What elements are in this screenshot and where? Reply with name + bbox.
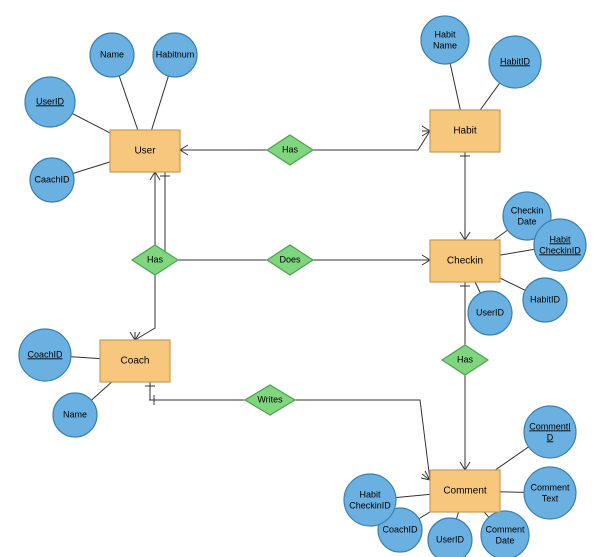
svg-text:Name: Name — [63, 409, 87, 419]
svg-text:CommentI: CommentI — [529, 421, 571, 431]
entity-label-coach: Coach — [121, 356, 150, 367]
svg-text:Habitnum: Habitnum — [156, 49, 195, 59]
svg-text:Name: Name — [100, 49, 124, 59]
relationship-label-has_uc: Has — [147, 254, 164, 264]
svg-text:Habit: Habit — [549, 234, 571, 244]
er-diagram: NameHabitnumUserIDCaachIDHabitNameHabitI… — [0, 0, 600, 557]
svg-text:UserID: UserID — [476, 307, 505, 317]
relationship-label-has_uh: Has — [282, 144, 299, 154]
svg-text:CoachID: CoachID — [382, 524, 418, 534]
svg-text:Habit: Habit — [359, 489, 381, 499]
svg-text:UserID: UserID — [36, 96, 65, 106]
entity-label-comment: Comment — [443, 486, 487, 497]
svg-text:HabitID: HabitID — [530, 294, 561, 304]
svg-text:CheckinID: CheckinID — [349, 500, 391, 510]
svg-text:Habit: Habit — [434, 29, 456, 39]
relationship-label-does: Does — [279, 254, 301, 264]
svg-text:Comment: Comment — [530, 482, 570, 492]
svg-text:CaachID: CaachID — [34, 174, 70, 184]
entity-label-checkin: Checkin — [447, 256, 483, 267]
svg-text:Checkin: Checkin — [511, 205, 544, 215]
relationship-label-writes: Writes — [257, 394, 283, 404]
svg-text:Comment: Comment — [485, 524, 525, 534]
svg-text:Date: Date — [495, 535, 514, 545]
svg-text:CoachID: CoachID — [27, 349, 63, 359]
entity-label-user: User — [134, 146, 156, 157]
svg-text:CheckinID: CheckinID — [539, 245, 581, 255]
relationship-label-has_hc: Has — [457, 354, 474, 364]
svg-text:HabitID: HabitID — [500, 56, 531, 66]
svg-text:Text: Text — [542, 493, 559, 503]
svg-text:D: D — [547, 432, 554, 442]
entity-label-habit: Habit — [453, 126, 477, 137]
svg-text:Name: Name — [433, 40, 457, 50]
svg-text:UserID: UserID — [436, 534, 465, 544]
svg-text:Date: Date — [517, 216, 536, 226]
